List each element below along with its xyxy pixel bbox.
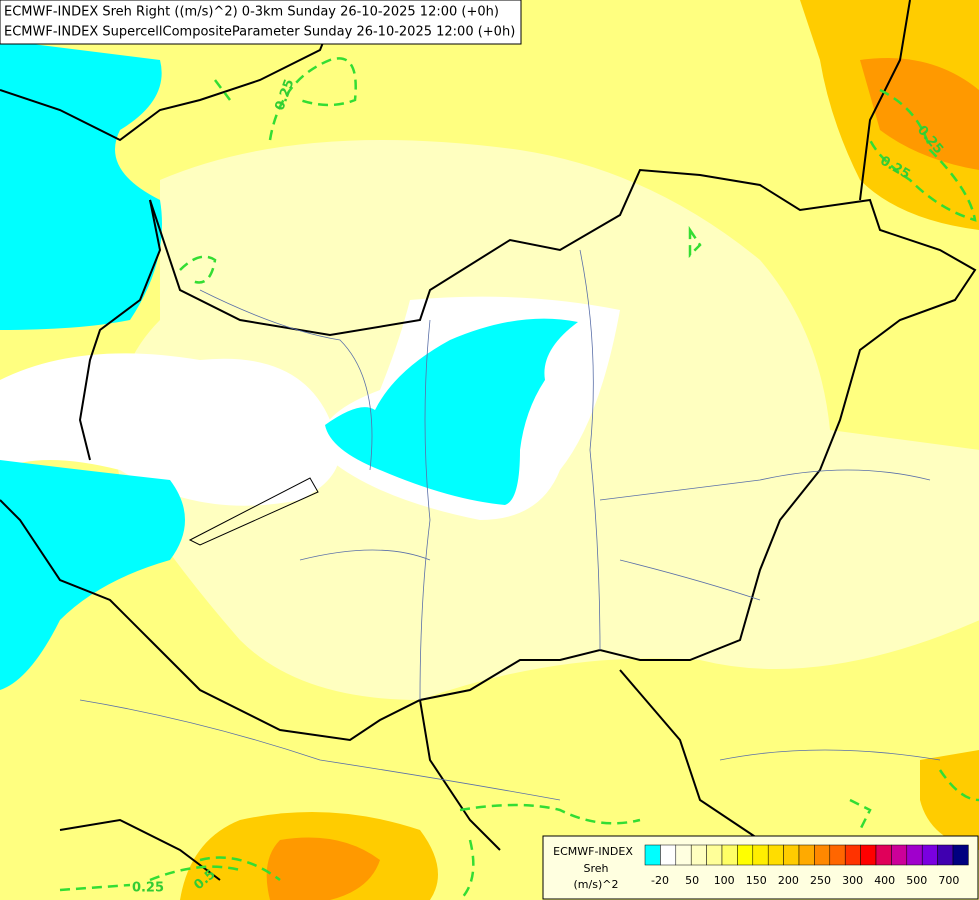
legend-unit: (m/s)^2 bbox=[574, 878, 619, 891]
cyan-region bbox=[325, 318, 578, 505]
river bbox=[79, 249, 941, 801]
legend-swatch bbox=[706, 844, 723, 866]
legend-swatch bbox=[798, 844, 815, 866]
legend-label: 400 bbox=[874, 874, 895, 887]
border bbox=[78, 199, 162, 461]
legend-label: 250 bbox=[810, 874, 831, 887]
legend-swatch bbox=[752, 844, 769, 866]
contour bbox=[179, 57, 979, 882]
legend-label: -20 bbox=[651, 874, 669, 887]
legend-label: 100 bbox=[714, 874, 735, 887]
legend-swatch bbox=[860, 844, 877, 866]
legend-swatch bbox=[675, 844, 692, 866]
orange-region bbox=[266, 837, 380, 900]
header-line: ECMWF-INDEX SupercellCompositeParameter … bbox=[4, 25, 515, 40]
legend-swatch bbox=[644, 844, 661, 866]
legend-label: 300 bbox=[842, 874, 863, 887]
legend-swatch bbox=[829, 844, 846, 866]
contour bbox=[59, 839, 642, 900]
contour-label: 0.25 bbox=[132, 881, 164, 896]
legend-swatch bbox=[690, 844, 707, 866]
legend-label: 50 bbox=[685, 874, 699, 887]
legend-swatch bbox=[906, 844, 923, 866]
border bbox=[0, 168, 977, 742]
legend-swatch bbox=[952, 844, 969, 866]
legend-swatch bbox=[660, 844, 677, 866]
legend-swatch bbox=[891, 844, 908, 866]
lake bbox=[188, 477, 319, 546]
border bbox=[59, 669, 761, 881]
legend: ECMWF-INDEX Sreh (m/s)^2 -20 50 100 150 200 2… bbox=[542, 835, 979, 900]
header-line: ECMWF-INDEX Sreh Right ((m/s)^2) 0-3km S… bbox=[4, 5, 499, 20]
legend-name: Sreh bbox=[583, 862, 608, 875]
legend-swatch bbox=[737, 844, 754, 866]
legend-swatch bbox=[844, 844, 861, 866]
legend-swatch bbox=[783, 844, 800, 866]
legend-swatch bbox=[721, 844, 738, 866]
legend-swatch bbox=[921, 844, 938, 866]
legend-title: ECMWF-INDEX bbox=[553, 845, 633, 858]
legend-swatch bbox=[814, 844, 831, 866]
cyan-region bbox=[0, 460, 185, 690]
legend-label: 700 bbox=[938, 874, 959, 887]
legend-swatch bbox=[875, 844, 892, 866]
cyan-region bbox=[0, 40, 162, 330]
orange-region bbox=[920, 750, 979, 850]
header-box bbox=[0, 0, 522, 45]
legend-label: 200 bbox=[778, 874, 799, 887]
legend-swatch bbox=[767, 844, 784, 866]
border bbox=[0, 0, 341, 142]
legend-swatch bbox=[937, 844, 954, 866]
legend-label: 500 bbox=[906, 874, 927, 887]
border bbox=[859, 0, 911, 201]
legend-label: 150 bbox=[746, 874, 767, 887]
orange-region bbox=[860, 58, 979, 170]
